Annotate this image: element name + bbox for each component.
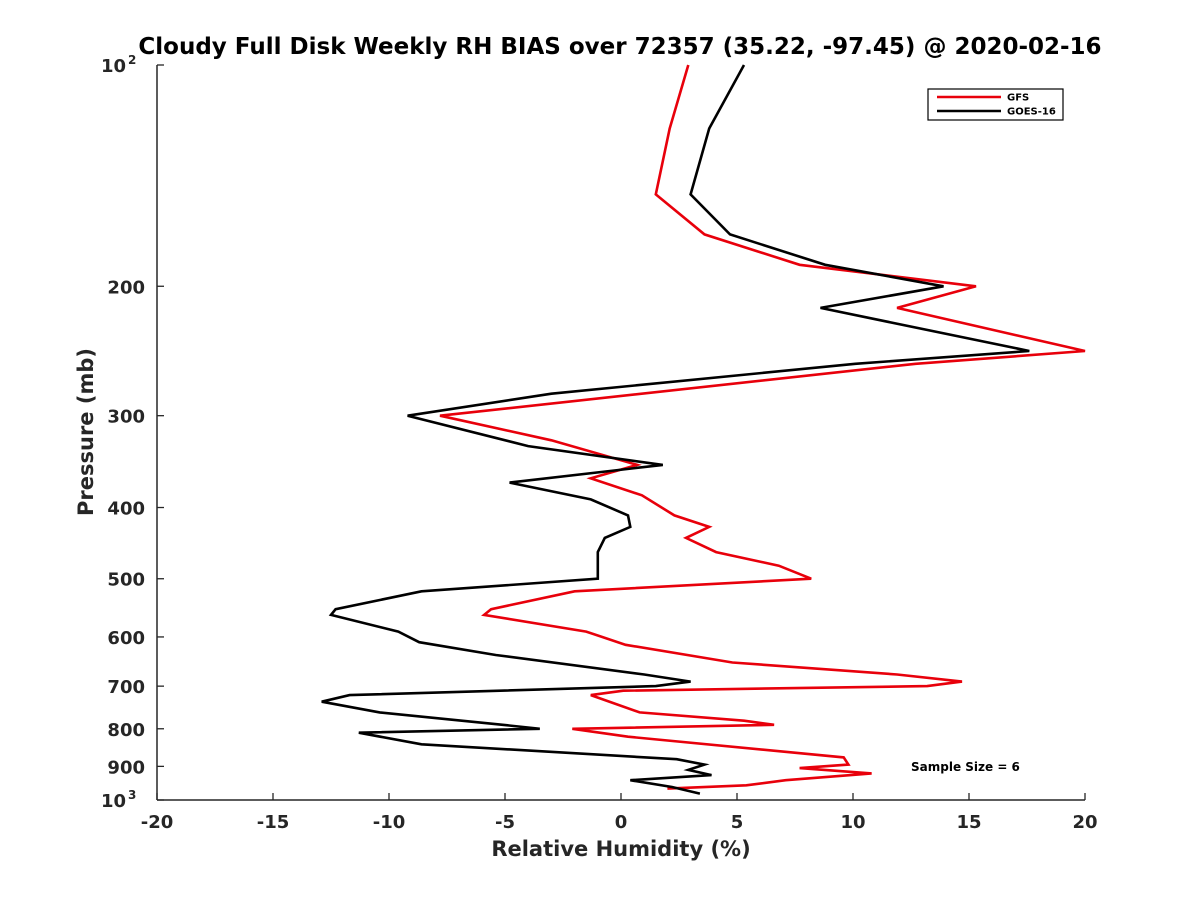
x-tick-label: -5 xyxy=(495,812,515,833)
x-tick-label: 20 xyxy=(1072,812,1097,833)
y-tick-label: 500 xyxy=(107,570,145,591)
y-tick-label: 200 xyxy=(107,277,145,298)
y-tick-exponent: 3 xyxy=(128,788,136,802)
sample-size-annotation: Sample Size = 6 xyxy=(911,760,1020,774)
series-layer xyxy=(321,64,1086,795)
y-tick-label: 300 xyxy=(107,407,145,428)
x-axis-ticks: -20 -15 -10 -5 0 5 10 15 20 xyxy=(141,793,1098,833)
x-tick-label: 0 xyxy=(615,812,628,833)
y-tick-label: 600 xyxy=(107,628,145,649)
y-tick-label: 10 xyxy=(101,791,126,812)
x-axis-label: Relative Humidity (%) xyxy=(491,837,750,861)
y-tick-exponent: 2 xyxy=(128,53,136,67)
y-tick-label: 10 xyxy=(101,56,126,77)
legend: GFS GOES-16 xyxy=(927,88,1064,121)
x-tick-label: 15 xyxy=(956,812,981,833)
y-tick-label: 400 xyxy=(107,499,145,520)
y-tick-label: 900 xyxy=(107,757,145,778)
legend-label-gfs: GFS xyxy=(1007,93,1029,104)
x-tick-label: 10 xyxy=(840,812,865,833)
y-tick-label: 800 xyxy=(107,720,145,741)
x-tick-label: 5 xyxy=(731,812,744,833)
y-axis-label: Pressure (mb) xyxy=(74,348,98,516)
x-tick-label: -20 xyxy=(141,812,174,833)
series-line-gfs xyxy=(439,64,1086,790)
legend-label-goes16: GOES-16 xyxy=(1007,107,1056,118)
series-line-goes-16 xyxy=(321,64,1030,795)
x-tick-label: -15 xyxy=(257,812,290,833)
chart-title: Cloudy Full Disk Weekly RH BIAS over 723… xyxy=(138,34,1101,60)
x-tick-label: -10 xyxy=(373,812,406,833)
y-tick-label: 700 xyxy=(107,677,145,698)
legend-box xyxy=(927,88,1064,121)
